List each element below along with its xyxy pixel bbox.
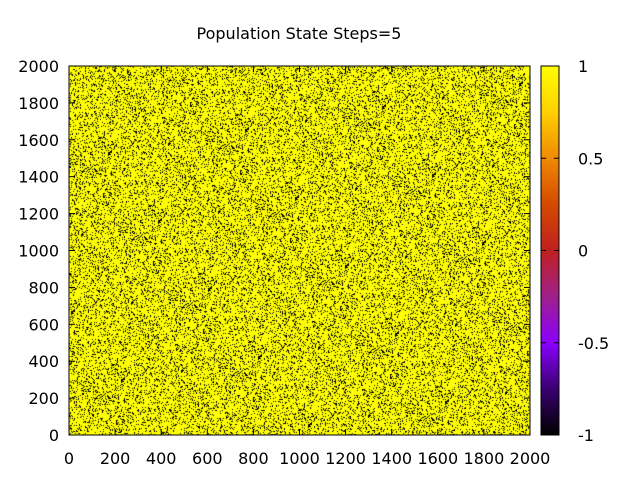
x-tick-label: 0 xyxy=(64,449,74,468)
colorbar-tick-label: -1 xyxy=(578,426,594,445)
y-tick-label: 2000 xyxy=(18,57,59,76)
x-tick-label: 200 xyxy=(100,449,131,468)
x-tick-label: 1800 xyxy=(464,449,505,468)
colorbar: -1 -0.5 0 0.5 1 xyxy=(540,57,609,445)
y-tick-label: 0 xyxy=(49,426,59,445)
y-tick-label: 1800 xyxy=(18,94,59,113)
x-tick-label: 1600 xyxy=(417,449,458,468)
colorbar-tick-label: 0.5 xyxy=(578,149,603,168)
y-tick-label: 1200 xyxy=(18,205,59,224)
y-tick-label: 400 xyxy=(28,352,59,371)
y-tick-label: 1600 xyxy=(18,131,59,150)
x-tick-label: 600 xyxy=(192,449,223,468)
heatmap-plot-area xyxy=(68,65,531,436)
y-tick-label: 1400 xyxy=(18,168,59,187)
colorbar-tick-label: 1 xyxy=(578,57,588,76)
colorbar-tick-label: 0 xyxy=(578,242,588,261)
x-tick-label: 400 xyxy=(146,449,177,468)
y-tick-label: 1000 xyxy=(18,242,59,261)
heatmap-image xyxy=(69,66,530,435)
chart-title: Population State Steps=5 xyxy=(197,24,402,43)
x-tick-label: 2000 xyxy=(510,449,551,468)
y-axis: 0 200 400 600 800 1000 1200 1400 1600 1800 2000 xyxy=(18,57,530,445)
x-tick-label: 1400 xyxy=(371,449,412,468)
y-tick-label: 200 xyxy=(28,389,59,408)
y-tick-label: 800 xyxy=(28,278,59,297)
colorbar-tick-label: -0.5 xyxy=(578,334,609,353)
x-tick-label: 800 xyxy=(238,449,269,468)
x-tick-label: 1200 xyxy=(325,449,366,468)
x-axis: 0 200 400 600 800 1000 1200 1400 1600 1800 2000 xyxy=(64,66,550,468)
y-tick-label: 600 xyxy=(28,315,59,334)
x-tick-label: 1000 xyxy=(279,449,320,468)
